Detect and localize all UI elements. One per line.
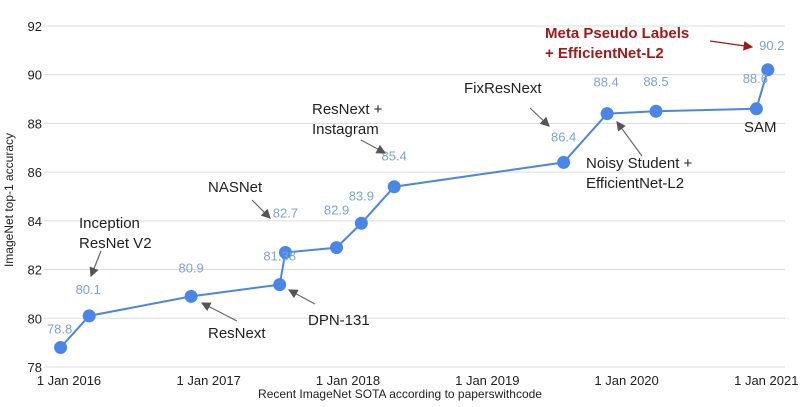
y-tick-label: 92 [28, 19, 42, 34]
series-line [54, 63, 775, 355]
x-tick-labels: 1 Jan 2016 1 Jan 2017 1 Jan 2018 1 Jan 2019… [37, 373, 799, 388]
data-point [82, 309, 96, 323]
annotation-label: ResNext [208, 325, 266, 342]
data-point [649, 104, 663, 118]
annotation-arrow [616, 121, 643, 157]
data-point [278, 246, 292, 260]
data-label: 88.4 [593, 75, 618, 90]
annotation-arrow [287, 289, 316, 305]
annotation-label: Inception [79, 215, 140, 232]
y-tick-label: 82 [28, 263, 42, 278]
annotation-label: Instagram [312, 121, 379, 138]
annotation-label: Meta Pseudo Labels [545, 25, 689, 42]
data-label: 85.4 [382, 149, 407, 164]
data-label: 86.4 [551, 129, 576, 144]
annotation-label: FixResNext [464, 80, 542, 97]
data-point [184, 289, 198, 303]
data-point [557, 155, 571, 169]
y-tick-label: 84 [28, 214, 42, 229]
y-tick-label: 86 [28, 165, 42, 180]
data-point [600, 107, 614, 121]
data-label: 80.9 [178, 260, 203, 275]
annotation-arrow [709, 40, 754, 51]
data-label: 80.1 [76, 282, 101, 297]
annotation-label: + EfficientNet-L2 [545, 45, 664, 62]
data-point [273, 278, 287, 292]
x-tick-label: 1 Jan 2021 [734, 373, 798, 388]
annotation-label: ResNext + [312, 101, 383, 118]
y-tick-label: 78 [28, 360, 42, 375]
annotation-label: DPN-131 [308, 312, 370, 329]
data-label: 82.7 [273, 206, 298, 221]
y-axis-label: ImageNet top-1 accuracy [2, 133, 16, 267]
annotation-label: Noisy Student + [586, 155, 693, 172]
data-label: 82.9 [324, 203, 349, 218]
data-label: 83.9 [349, 188, 374, 203]
x-tick-label: 1 Jan 2018 [316, 373, 380, 388]
annotation-arrow [360, 139, 387, 154]
data-point [761, 63, 775, 77]
data-point [749, 102, 763, 116]
gridlines [44, 25, 785, 368]
y-tick-labels: 78 80 82 84 86 88 90 92 [28, 19, 42, 375]
data-point [387, 180, 401, 194]
data-point [354, 216, 368, 230]
annotation-arrow [200, 302, 238, 322]
y-tick-label: 80 [28, 311, 42, 326]
data-point [330, 241, 344, 255]
data-label: 88.6 [743, 71, 768, 86]
x-tick-label: 1 Jan 2020 [594, 373, 658, 388]
data-labels: 78.8 80.1 80.9 81.38 82.7 82.983.9 85.4 86.4 88.… [47, 38, 785, 337]
data-point [54, 341, 68, 355]
annotation-label: NASNet [208, 179, 263, 196]
annotation-label: EfficientNet-L2 [586, 175, 684, 192]
annotation-label: ResNet V2 [79, 235, 152, 252]
x-axis-label: Recent ImageNet SOTA according to papers… [258, 387, 542, 401]
annotation-arrow [89, 250, 102, 278]
annotation-arrow [529, 107, 550, 127]
x-tick-label: 1 Jan 2016 [37, 373, 101, 388]
annotation-arrow [251, 199, 271, 219]
data-label: 78.8 [47, 322, 72, 337]
data-label: 81.38 [263, 249, 296, 264]
x-tick-label: 1 Jan 2017 [177, 373, 241, 388]
y-tick-label: 88 [28, 116, 42, 131]
x-tick-label: 1 Jan 2019 [455, 373, 519, 388]
annotation-label: SAM [744, 119, 777, 136]
y-tick-label: 90 [28, 68, 42, 83]
data-label: 90.2 [759, 38, 784, 53]
annotations: Inception ResNet V2 ResNext DPN-131 NASNet Re… [79, 25, 777, 342]
data-label: 88.5 [643, 74, 668, 89]
